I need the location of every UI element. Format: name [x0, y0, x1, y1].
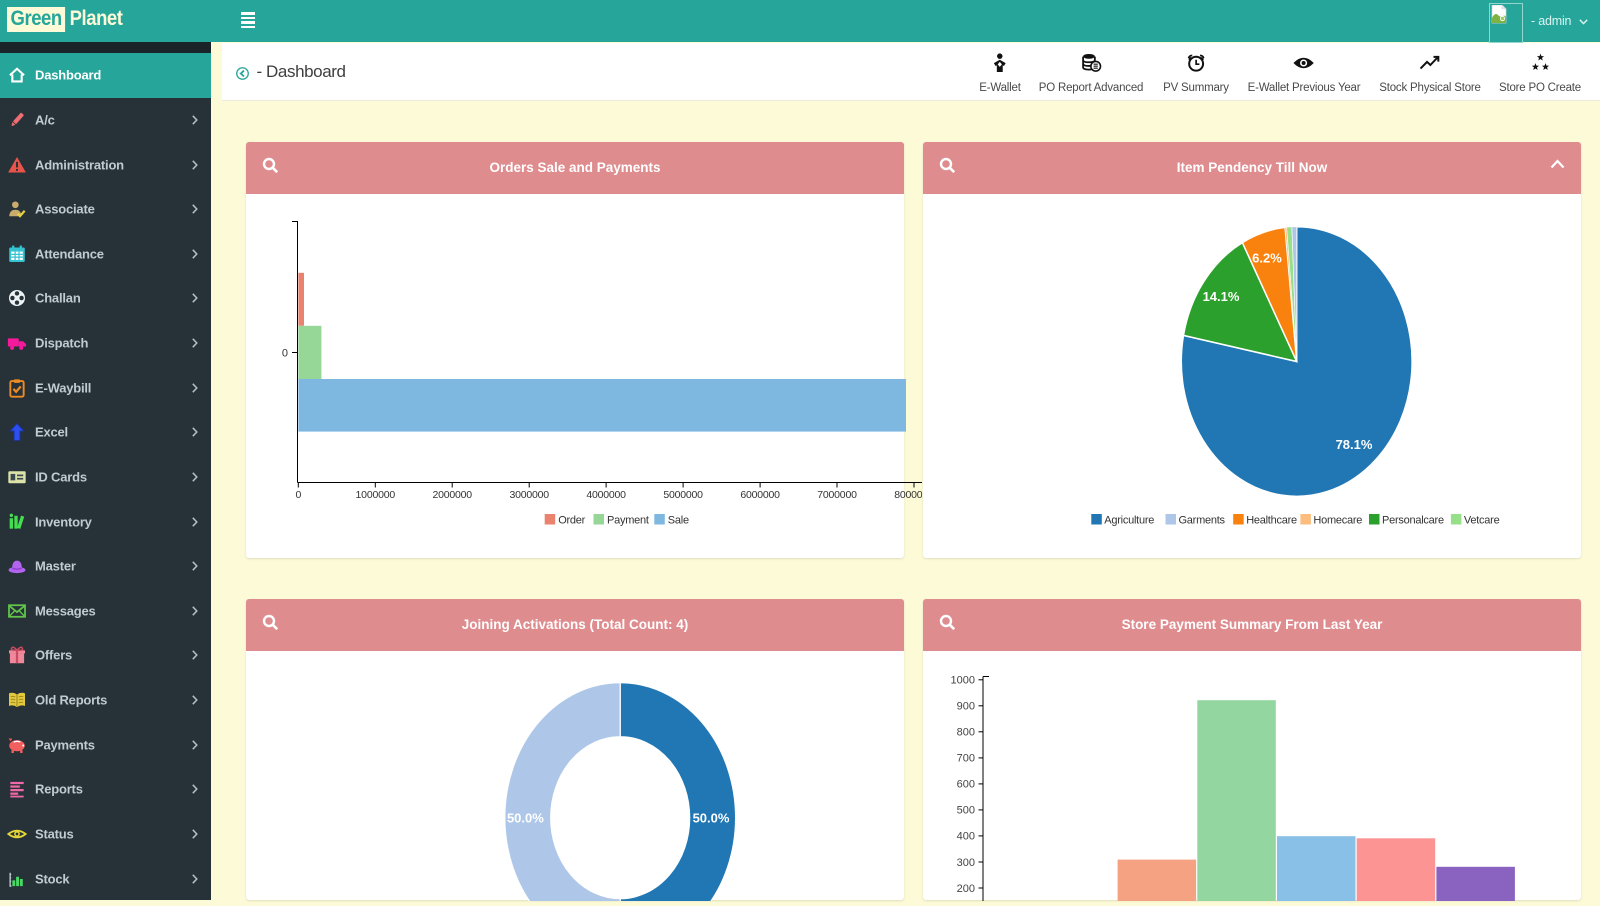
svg-text:Sale: Sale: [668, 514, 689, 526]
svg-text:78.1%: 78.1%: [1336, 437, 1373, 452]
svg-text:Order: Order: [558, 514, 585, 526]
svg-text:800: 800: [957, 726, 975, 738]
svg-text:200: 200: [957, 882, 975, 894]
svg-text:700: 700: [957, 752, 975, 764]
svg-text:6.2%: 6.2%: [1252, 250, 1282, 265]
svg-text:300: 300: [957, 856, 975, 868]
svg-text:1000000: 1000000: [356, 489, 396, 501]
svg-text:5000000: 5000000: [663, 489, 703, 501]
svg-text:4000000: 4000000: [586, 489, 626, 501]
svg-text:Healthcare: Healthcare: [1246, 514, 1297, 526]
svg-text:3000000: 3000000: [509, 489, 549, 501]
svg-text:8000000: 8000000: [894, 489, 922, 501]
svg-text:400: 400: [957, 830, 975, 842]
svg-text:500: 500: [957, 804, 975, 816]
svg-text:0: 0: [282, 347, 288, 359]
svg-text:50.0%: 50.0%: [693, 810, 730, 825]
svg-text:14.1%: 14.1%: [1203, 289, 1240, 304]
svg-text:7000000: 7000000: [817, 489, 857, 501]
svg-text:50.0%: 50.0%: [507, 810, 544, 825]
svg-text:900: 900: [957, 700, 975, 712]
svg-text:600: 600: [957, 778, 975, 790]
svg-text:Payment: Payment: [607, 514, 649, 526]
svg-text:2000000: 2000000: [432, 489, 472, 501]
svg-text:0: 0: [295, 489, 301, 501]
svg-text:1000: 1000: [951, 674, 975, 686]
svg-text:Agriculture: Agriculture: [1104, 514, 1154, 526]
svg-text:Vetcare: Vetcare: [1464, 514, 1500, 526]
svg-text:6000000: 6000000: [740, 489, 780, 501]
svg-text:Personalcare: Personalcare: [1382, 514, 1444, 526]
svg-text:Garments: Garments: [1179, 514, 1226, 526]
svg-text:Homecare: Homecare: [1313, 514, 1362, 526]
